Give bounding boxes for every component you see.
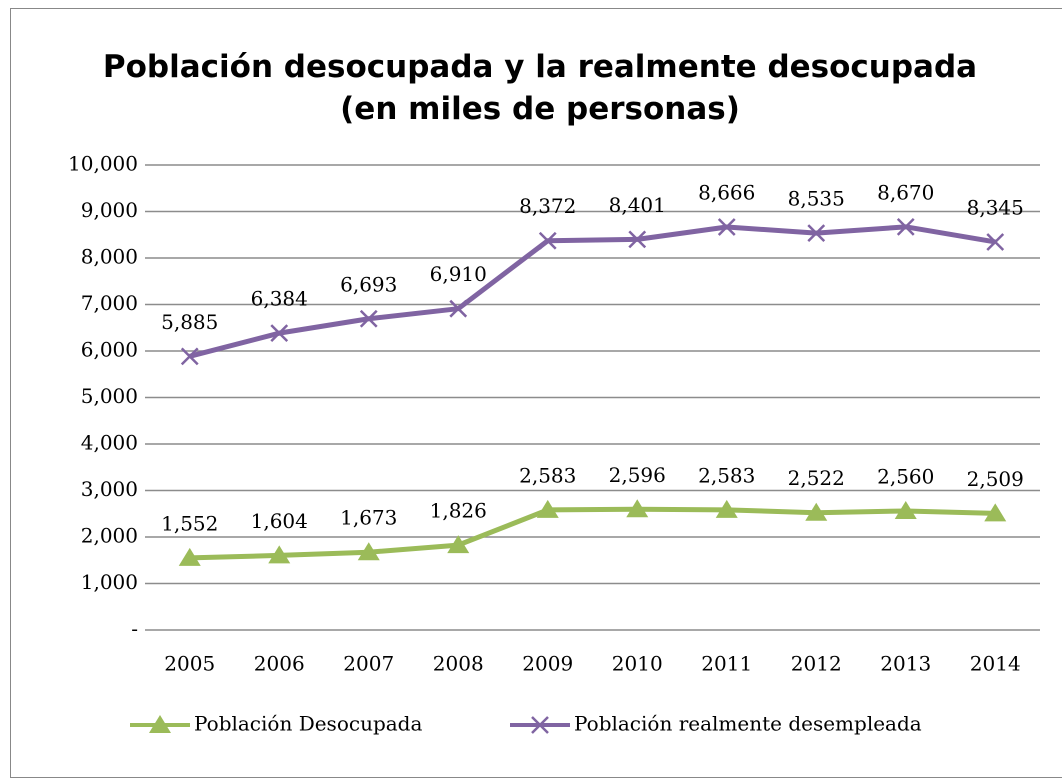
data-label: 6,910 (430, 262, 487, 286)
point-marker (805, 502, 828, 521)
legend-label: Población Desocupada (194, 712, 422, 736)
data-label: 8,535 (788, 187, 845, 211)
x-tick-label: 2009 (522, 652, 573, 676)
chart-title: Población desocupada y la realmente deso… (102, 49, 978, 127)
point-marker (449, 299, 468, 318)
data-label: 2,509 (967, 467, 1024, 491)
x-tick-label: 2008 (433, 652, 484, 676)
data-label: 6,693 (340, 272, 397, 296)
series-line (189, 506, 996, 561)
point-marker (984, 503, 1007, 522)
x-tick-label: 2010 (612, 652, 663, 676)
data-label: 1,552 (161, 511, 218, 535)
data-label: 5,885 (161, 310, 218, 334)
point-marker (715, 499, 738, 518)
series-line (189, 224, 996, 359)
y-tick-label: 1,000 (81, 570, 138, 594)
point-marker (894, 500, 917, 519)
data-label: 8,670 (877, 180, 934, 204)
y-tick-label: 9,000 (81, 198, 138, 222)
y-tick-label: 3,000 (81, 477, 138, 501)
point-marker (986, 233, 1005, 251)
point-marker (178, 547, 201, 566)
data-label: 2,596 (609, 463, 666, 487)
x-tick-label: 2005 (164, 652, 215, 676)
data-label: 8,401 (609, 193, 666, 217)
point-marker (268, 545, 291, 564)
point-marker (717, 218, 736, 236)
data-label: 2,560 (877, 464, 934, 488)
legend-marker (149, 715, 171, 733)
legend-marker (531, 716, 549, 734)
point-marker (538, 231, 557, 250)
x-tick-label: 2013 (880, 652, 931, 676)
x-tick-label: 2007 (343, 652, 394, 676)
y-tick-label: 6,000 (81, 338, 138, 362)
y-tick-label: 10,000 (68, 152, 138, 176)
data-label: 8,372 (519, 194, 576, 218)
data-label: 1,673 (340, 506, 397, 530)
data-label: 8,345 (967, 195, 1024, 219)
data-label: 2,583 (519, 463, 576, 487)
point-marker (628, 230, 647, 249)
y-tick-label: 7,000 (81, 291, 138, 315)
point-marker (359, 309, 378, 328)
data-label: 8,666 (698, 181, 755, 205)
y-tick-label: 8,000 (81, 245, 138, 269)
point-marker (180, 347, 199, 366)
data-label: 1,826 (430, 499, 487, 523)
data-label: 1,604 (251, 509, 308, 533)
data-label: 6,384 (251, 287, 308, 311)
legend-label: Población realmente desempleada (574, 712, 922, 736)
point-marker (270, 324, 289, 343)
data-label: 2,583 (698, 463, 755, 487)
y-tick-label: 2,000 (81, 524, 138, 548)
x-tick-label: 2006 (254, 652, 305, 676)
y-tick-label: - (131, 617, 138, 641)
y-tick-label: 5,000 (81, 384, 138, 408)
data-label: 2,522 (788, 466, 845, 490)
point-marker (807, 224, 826, 243)
x-tick-label: 2011 (701, 652, 752, 676)
y-tick-label: 4,000 (81, 431, 138, 455)
point-marker (447, 535, 470, 554)
point-marker (536, 499, 559, 518)
x-tick-label: 2014 (970, 652, 1021, 676)
x-tick-label: 2012 (791, 652, 842, 676)
point-marker (896, 217, 915, 236)
point-marker (626, 499, 649, 518)
point-marker (357, 542, 380, 561)
